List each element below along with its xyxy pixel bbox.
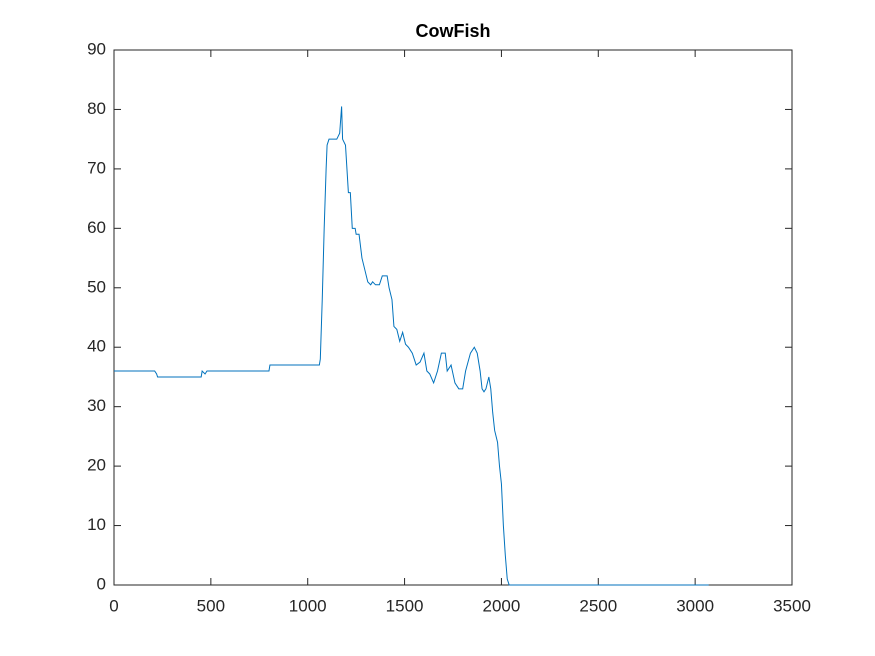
y-tick-label: 30 (87, 396, 106, 415)
data-line (114, 106, 709, 586)
x-tick-label: 2500 (579, 596, 617, 615)
axes-box (113, 49, 793, 586)
x-tick-label: 500 (197, 596, 225, 615)
y-tick-label: 80 (87, 99, 106, 118)
x-tick-label: 2000 (483, 596, 521, 615)
x-tick-label: 0 (109, 596, 118, 615)
x-tick-label: 1000 (289, 596, 327, 615)
y-tick-label: 10 (87, 515, 106, 534)
y-tick-label: 90 (87, 39, 106, 58)
y-tick-label: 40 (87, 337, 106, 356)
y-tick-label: 50 (87, 277, 106, 296)
y-tick-label: 0 (97, 574, 106, 593)
x-tick-label: 3000 (676, 596, 714, 615)
x-tick-label: 3500 (773, 596, 811, 615)
x-tick-label: 1500 (386, 596, 424, 615)
y-tick-label: 60 (87, 218, 106, 237)
chart-title: CowFish (416, 21, 491, 41)
y-tick-label: 70 (87, 158, 106, 177)
y-tick-label: 20 (87, 456, 106, 475)
